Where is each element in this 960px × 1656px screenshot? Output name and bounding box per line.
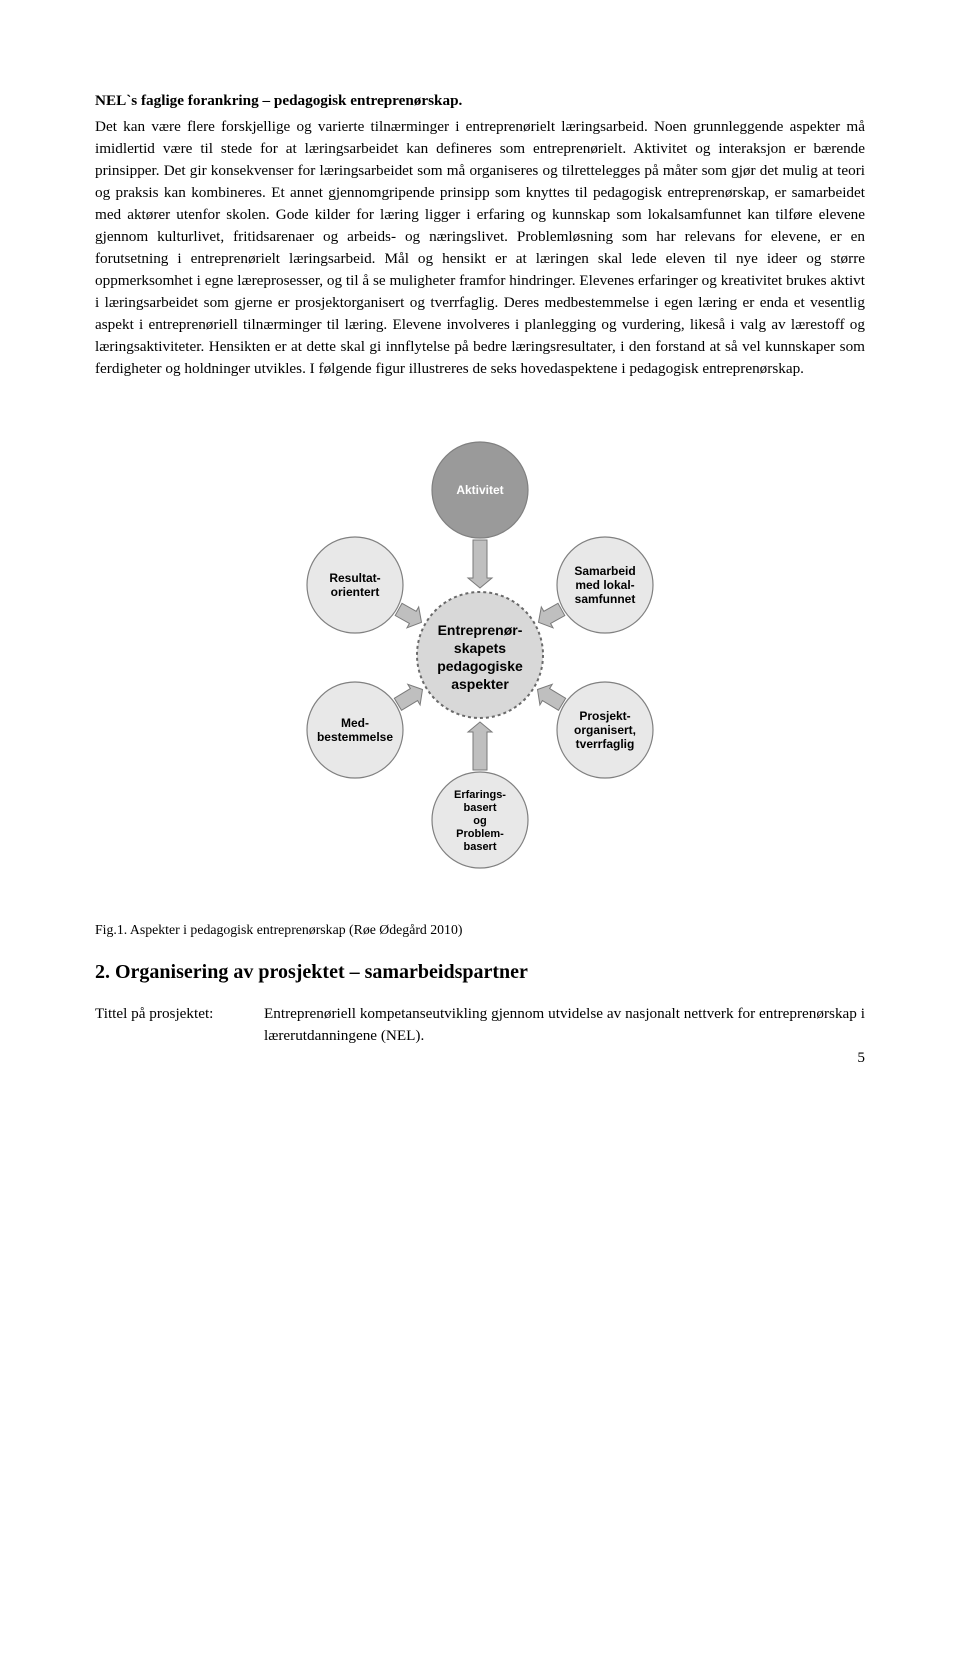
svg-text:og: og <box>473 815 486 827</box>
svg-text:Prosjekt-: Prosjekt- <box>579 709 630 723</box>
page-number: 5 <box>857 1047 865 1069</box>
project-title-value: Entreprenøriell kompetanseutvikling gjen… <box>264 1003 865 1047</box>
diagram-container: Entreprenør-skapets pedagogiske aspekter Ak… <box>95 430 865 880</box>
figure-caption: Fig.1. Aspekter i pedagogisk entreprenør… <box>95 920 865 940</box>
svg-text:organisert,: organisert, <box>574 723 636 737</box>
svg-text:bestemmelse: bestemmelse <box>317 730 393 744</box>
section-title: 2. Organisering av prosjektet – samarbei… <box>95 958 865 987</box>
svg-text:samfunnet: samfunnet <box>575 592 636 606</box>
svg-text:med lokal-: med lokal- <box>575 578 634 592</box>
svg-text:Resultat-: Resultat- <box>329 571 380 585</box>
svg-text:basert: basert <box>463 802 496 814</box>
svg-text:aspekter: aspekter <box>451 676 509 692</box>
project-title-row: Tittel på prosjektet: Entreprenøriell ko… <box>95 1003 865 1047</box>
section-heading: NEL`s faglige forankring – pedagogisk en… <box>95 90 865 112</box>
project-title-label: Tittel på prosjektet: <box>95 1003 240 1047</box>
svg-text:Med-: Med- <box>341 716 369 730</box>
svg-text:Samarbeid: Samarbeid <box>574 564 635 578</box>
svg-text:pedagogiske: pedagogiske <box>437 658 523 674</box>
svg-text:basert: basert <box>463 841 496 853</box>
svg-text:Problem-: Problem- <box>456 828 504 840</box>
svg-text:skapets: skapets <box>454 640 506 656</box>
svg-text:Erfarings-: Erfarings- <box>454 789 506 801</box>
svg-text:tverrfaglig: tverrfaglig <box>576 737 635 751</box>
svg-text:Aktivitet: Aktivitet <box>456 483 503 497</box>
svg-text:Entreprenør-: Entreprenør- <box>438 622 523 638</box>
svg-text:orientert: orientert <box>331 585 380 599</box>
aspects-diagram: Entreprenør-skapets pedagogiske aspekter Ak… <box>240 430 720 880</box>
body-paragraph: Det kan være flere forskjellige og varie… <box>95 116 865 380</box>
